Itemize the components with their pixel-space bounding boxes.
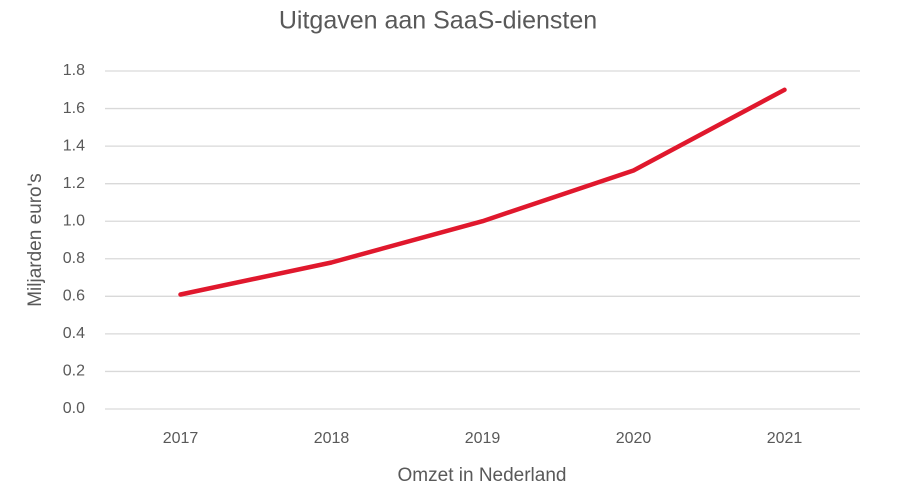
- y-tick-label: 1.0: [63, 212, 85, 229]
- y-tick-label: 1.2: [63, 175, 85, 192]
- y-tick-label: 0.6: [63, 288, 85, 305]
- x-tick-label: 2020: [616, 430, 652, 447]
- x-tick-label: 2021: [767, 430, 803, 447]
- x-tick-label: 2019: [465, 430, 501, 447]
- chart-title: Uitgaven aan SaaS-diensten: [279, 7, 597, 35]
- y-tick-label: 1.6: [63, 100, 85, 117]
- y-tick-label: 0.2: [63, 363, 85, 380]
- x-axis-title: Omzet in Nederland: [398, 465, 567, 486]
- x-tick-label: 2018: [314, 430, 350, 447]
- x-tick-label: 2017: [163, 430, 199, 447]
- y-tick-label: 0.4: [63, 325, 85, 342]
- y-tick-label: 0.0: [63, 400, 85, 417]
- y-tick-label: 1.8: [63, 62, 85, 79]
- y-tick-label: 1.4: [63, 137, 85, 154]
- data-line: [178, 87, 787, 297]
- y-axis-title: Miljarden euro's: [25, 173, 46, 307]
- y-tick-label: 0.8: [63, 250, 85, 267]
